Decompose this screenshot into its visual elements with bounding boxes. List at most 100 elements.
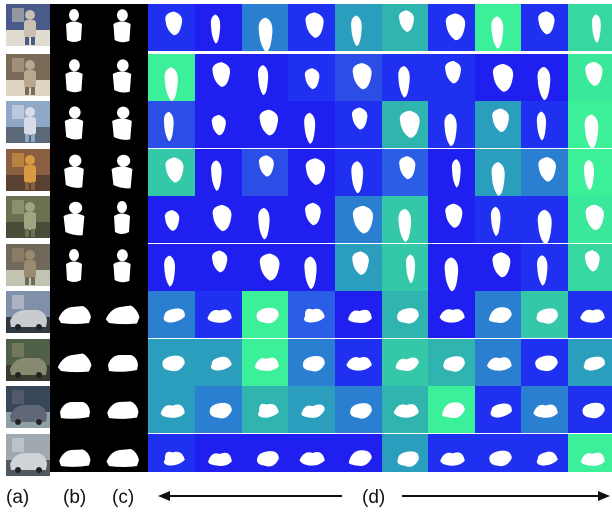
grid-cell-r5-c10 xyxy=(568,196,612,243)
label-b: (b) xyxy=(63,487,87,508)
grid-cell-r10-c6 xyxy=(382,434,429,472)
mask-c-car-behind-fence xyxy=(98,386,146,433)
grid-cell-r8-c9 xyxy=(521,339,568,386)
grid-cell-r9-c6 xyxy=(382,386,429,433)
grid-cell-r1-c4 xyxy=(288,4,335,51)
grid-cell-r7-c2 xyxy=(195,291,242,338)
grid-cell-r7-c3 xyxy=(242,291,289,338)
grid-cell-r2-c8 xyxy=(475,54,522,101)
grid-cell-r7-c5 xyxy=(335,291,382,338)
grid-cell-r4-c3 xyxy=(242,149,289,196)
grid-cell-r3-c7 xyxy=(428,101,475,148)
photo-child-at-table xyxy=(6,149,50,191)
mask-b-street-car xyxy=(50,291,98,338)
grid-cell-r3-c1 xyxy=(148,101,195,148)
grid-cell-r5-c8 xyxy=(475,196,522,243)
grid-cell-r10-c4 xyxy=(288,434,335,472)
grid-cell-r9-c7 xyxy=(428,386,475,433)
grid-cell-r10-c5 xyxy=(335,434,382,472)
grid-cell-r5-c2 xyxy=(195,196,242,243)
mask-b-running-man xyxy=(50,196,98,243)
mask-c-skier xyxy=(98,101,146,148)
grid-cell-r5-c5 xyxy=(335,196,382,243)
grid-cell-r2-c9 xyxy=(521,54,568,101)
grid-cell-r6-c6 xyxy=(382,244,429,291)
photo-man-with-bowls xyxy=(6,54,50,96)
grid-cell-r2-c10 xyxy=(568,54,612,101)
grid-cell-r7-c8 xyxy=(475,291,522,338)
mask-b-child-at-table xyxy=(50,149,98,196)
grid-cell-r3-c3 xyxy=(242,101,289,148)
mask-b-parked-car xyxy=(50,339,98,386)
grid-cell-r6-c4 xyxy=(288,244,335,291)
photo-sports-player xyxy=(6,4,50,46)
grid-cell-r8-c5 xyxy=(335,339,382,386)
label-d: (d) xyxy=(362,487,386,508)
label-c: (c) xyxy=(112,487,135,508)
photo-parked-vans xyxy=(6,434,50,476)
mask-c-parked-car xyxy=(98,339,146,386)
grid-cell-r3-c9 xyxy=(521,101,568,148)
mask-b-parked-vans xyxy=(50,434,98,481)
mask-c-walking-people xyxy=(98,244,146,291)
grid-cell-r8-c7 xyxy=(428,339,475,386)
grid-cell-r10-c3 xyxy=(242,434,289,472)
photo-street-car xyxy=(6,291,50,333)
photo-parked-car xyxy=(6,339,50,381)
grid-cell-r1-c5 xyxy=(335,4,382,51)
grid-cell-r6-c5 xyxy=(335,244,382,291)
mask-column-b xyxy=(50,4,98,472)
grid-cell-r1-c9 xyxy=(521,4,568,51)
grid-cell-r9-c4 xyxy=(288,386,335,433)
grid-cell-r4-c8 xyxy=(475,149,522,196)
grid-cell-r4-c7 xyxy=(428,149,475,196)
grid-cell-r8-c2 xyxy=(195,339,242,386)
grid-cell-r1-c6 xyxy=(382,4,429,51)
grid-cell-r7-c7 xyxy=(428,291,475,338)
grid-cell-r6-c10 xyxy=(568,244,612,291)
grid-cell-r6-c1 xyxy=(148,244,195,291)
grid-cell-r8-c8 xyxy=(475,339,522,386)
grid-cell-r8-c1 xyxy=(148,339,195,386)
grid-cell-r4-c2 xyxy=(195,149,242,196)
grid-cell-r3-c5 xyxy=(335,101,382,148)
grid-cell-r9-c3 xyxy=(242,386,289,433)
grid-cell-r10-c10 xyxy=(568,434,612,472)
double-arrow xyxy=(158,491,610,501)
label-a: (a) xyxy=(6,487,30,508)
grid-cell-r4-c6 xyxy=(382,149,429,196)
grid-cell-r9-c9 xyxy=(521,386,568,433)
grid-cell-r7-c9 xyxy=(521,291,568,338)
grid-cell-r6-c3 xyxy=(242,244,289,291)
mask-c-man-with-bowls xyxy=(98,54,146,101)
mask-c-child-at-table xyxy=(98,149,146,196)
grid-cell-r10-c7 xyxy=(428,434,475,472)
grid-cell-r7-c1 xyxy=(148,291,195,338)
grid-cell-r1-c8 xyxy=(475,4,522,51)
grid-cell-r2-c1 xyxy=(148,54,195,101)
mask-c-parked-vans xyxy=(98,434,146,481)
photo-running-man xyxy=(6,196,50,238)
grid-cell-r5-c3 xyxy=(242,196,289,243)
grid-cell-r9-c5 xyxy=(335,386,382,433)
grid-cell-r7-c4 xyxy=(288,291,335,338)
grid-cell-r10-c2 xyxy=(195,434,242,472)
grid-cell-r2-c3 xyxy=(242,54,289,101)
grid-cell-r4-c4 xyxy=(288,149,335,196)
photo-walking-people xyxy=(6,244,50,286)
arrow-left-head xyxy=(158,491,170,501)
grid-cell-r8-c3 xyxy=(242,339,289,386)
mask-b-car-behind-fence xyxy=(50,386,98,433)
mask-grid xyxy=(148,4,612,472)
grid-cell-r3-c10 xyxy=(568,101,612,148)
mask-column-c xyxy=(98,4,148,472)
grid-cell-r1-c3 xyxy=(242,4,289,51)
mask-c-running-man xyxy=(98,196,146,243)
input-image-column xyxy=(6,4,50,476)
grid-cell-r8-c10 xyxy=(568,339,612,386)
grid-cell-r4-c10 xyxy=(568,149,612,196)
grid-cell-r1-c10 xyxy=(568,4,612,51)
grid-cell-r7-c10 xyxy=(568,291,612,338)
grid-cell-r4-c5 xyxy=(335,149,382,196)
mask-b-man-with-bowls xyxy=(50,54,98,101)
